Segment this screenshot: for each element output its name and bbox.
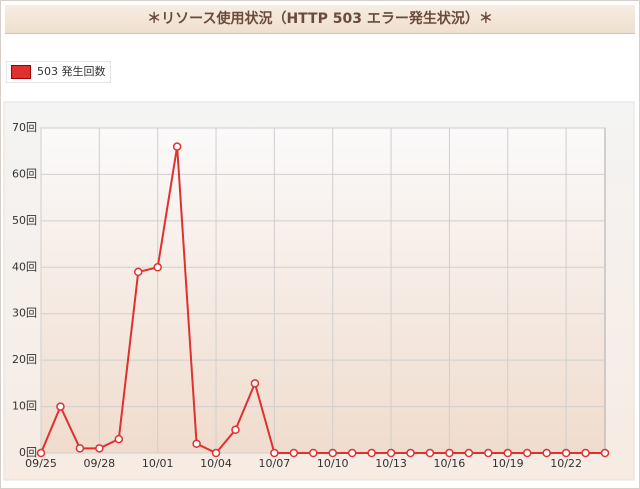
data-point <box>75 444 85 453</box>
data-point <box>36 448 46 458</box>
legend-swatch <box>11 65 31 79</box>
data-point <box>503 448 513 458</box>
data-point <box>522 448 532 458</box>
data-point <box>328 448 337 458</box>
x-tick-label: 10/04 <box>200 457 232 470</box>
data-point <box>484 448 493 458</box>
x-tick-label: 09/28 <box>83 457 115 470</box>
data-point <box>172 142 182 151</box>
y-tick-label: 70回 <box>12 121 37 134</box>
y-tick-label: 10回 <box>12 400 37 413</box>
data-point <box>445 448 454 458</box>
data-point <box>581 448 590 458</box>
data-point <box>289 448 299 458</box>
x-tick-label: 10/10 <box>317 457 349 470</box>
data-point <box>309 448 318 458</box>
data-point <box>192 439 201 448</box>
plot-area <box>40 127 606 454</box>
data-point <box>542 448 551 458</box>
x-tick-label: 09/25 <box>25 457 57 470</box>
y-tick-label: 0回 <box>19 446 37 459</box>
data-point <box>153 263 162 272</box>
x-tick-label: 10/19 <box>492 457 524 470</box>
data-point <box>95 444 104 453</box>
data-point <box>386 448 396 458</box>
x-tick-label: 10/01 <box>142 457 174 470</box>
x-tick-label: 10/13 <box>375 457 407 470</box>
data-point <box>211 448 221 458</box>
data-point <box>367 448 376 458</box>
x-tick-label: 10/22 <box>550 457 582 470</box>
data-point <box>250 379 260 388</box>
x-tick-label: 10/07 <box>259 457 291 470</box>
legend: 503 発生回数 <box>6 61 111 83</box>
data-point <box>56 402 65 411</box>
data-point <box>600 448 610 458</box>
data-point <box>406 448 415 458</box>
title-bar: ＊リソース使用状況（HTTP 503 エラー発生状況）＊ <box>5 5 635 34</box>
x-tick-label: 10/16 <box>434 457 466 470</box>
y-tick-label: 30回 <box>12 307 37 320</box>
data-point <box>114 434 124 444</box>
y-tick-label: 20回 <box>12 353 37 366</box>
y-tick-label: 60回 <box>12 167 37 180</box>
data-point <box>231 425 240 435</box>
data-point <box>133 267 143 277</box>
data-point <box>464 448 474 458</box>
data-point <box>561 448 571 458</box>
data-point <box>347 448 357 458</box>
legend-label: 503 発生回数 <box>37 65 106 78</box>
data-point <box>425 448 435 458</box>
data-point <box>270 448 279 458</box>
y-tick-label: 50回 <box>12 214 37 227</box>
y-tick-label: 40回 <box>12 260 37 273</box>
